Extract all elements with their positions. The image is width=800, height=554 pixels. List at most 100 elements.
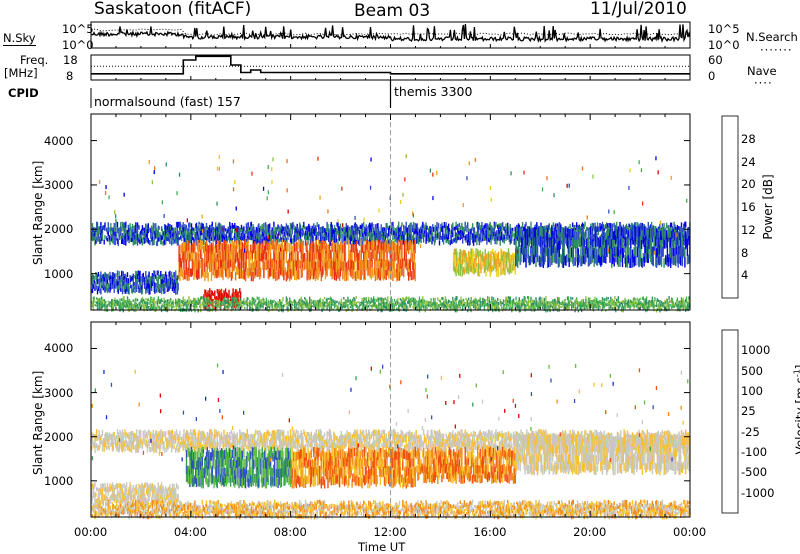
power-cell [569, 229, 571, 238]
power-cell [141, 301, 144, 305]
power-cell [204, 230, 206, 236]
power-cell [341, 243, 343, 253]
power-cell [550, 240, 552, 248]
power-cell [110, 231, 112, 236]
power-cell [541, 246, 543, 257]
power-cell [98, 301, 100, 305]
power-cell [130, 275, 132, 279]
power-cell [591, 254, 593, 263]
power-cell [500, 255, 502, 262]
power-cell [560, 236, 562, 245]
power-cell [161, 303, 164, 306]
power-cell [627, 246, 629, 256]
velocity-colorbar-tick: -1000 [741, 485, 775, 500]
power-cell [393, 252, 396, 261]
power-cell [168, 281, 170, 286]
power-cell [620, 231, 622, 240]
power-cell [640, 240, 643, 249]
power-cell [298, 269, 300, 280]
power-cell [604, 224, 606, 230]
power-cell [397, 229, 399, 234]
power-cell [178, 301, 180, 305]
power-cell [501, 227, 503, 232]
power-cell [239, 295, 242, 300]
power-cell [640, 227, 642, 237]
power-cell [97, 286, 100, 291]
power-cell [114, 299, 116, 303]
power-cell [681, 237, 684, 247]
power-cell [261, 233, 263, 239]
power-cell [181, 251, 184, 261]
power-cell [291, 228, 293, 235]
power-cell [287, 236, 289, 240]
power-cell [466, 256, 468, 263]
power-cell [597, 237, 600, 246]
power-cell [391, 230, 393, 236]
power-cell [104, 300, 106, 304]
power-cell [571, 222, 574, 227]
power-cell [183, 301, 185, 305]
power-cell [103, 299, 105, 302]
power-cell [378, 231, 380, 237]
power-cell [248, 305, 250, 307]
power-cell [184, 242, 186, 252]
power-cell [195, 298, 197, 301]
power-cell [216, 229, 218, 234]
power-cell [215, 296, 217, 301]
power-cell [190, 239, 193, 246]
power-cell [462, 253, 464, 259]
power-cell [141, 278, 144, 284]
power-cell [192, 305, 194, 308]
power-cell [308, 259, 310, 269]
power-cell [249, 252, 252, 261]
power-cell [119, 305, 121, 309]
power-cell [109, 282, 111, 288]
power-cell [494, 250, 496, 257]
power-cell [190, 223, 193, 229]
power-cell [367, 240, 369, 245]
power-cell [528, 227, 530, 237]
power-cell [195, 252, 198, 262]
power-cell [247, 239, 249, 250]
power-cell [277, 261, 279, 270]
power-cell [398, 227, 400, 234]
power-cell [590, 226, 592, 236]
power-cell [185, 244, 187, 254]
power-cell [163, 239, 165, 244]
power-cell [322, 240, 324, 249]
power-cell [301, 227, 303, 231]
power-cell [328, 252, 330, 262]
power-cell [324, 254, 327, 263]
power-cell [497, 264, 500, 271]
power-cell [670, 247, 672, 258]
power-cell [381, 236, 383, 240]
power-cell [161, 228, 164, 233]
power-cell [657, 255, 659, 264]
power-cell [215, 296, 218, 300]
power-cell [330, 236, 332, 242]
power-cell [308, 250, 310, 260]
power-cell [228, 237, 230, 241]
power-cell [347, 229, 349, 234]
power-cell [146, 233, 149, 238]
power-cell [620, 239, 622, 247]
power-cell [101, 281, 103, 285]
power-cell [457, 233, 460, 237]
power-cell [585, 246, 587, 255]
power-cell [609, 229, 611, 238]
power-cell [265, 260, 268, 271]
power-cell [239, 288, 241, 294]
power-cell [270, 235, 273, 241]
power-cell [146, 224, 149, 229]
power-cell [237, 303, 239, 305]
power-cell [402, 231, 404, 236]
power-cell [531, 247, 533, 256]
power-cell [493, 226, 496, 232]
power-cell [549, 229, 551, 234]
power-cell [145, 288, 147, 294]
power-cell [447, 237, 449, 241]
power-cell [99, 305, 101, 309]
power-cell [208, 253, 210, 262]
power-cell [464, 235, 466, 241]
power-cell [111, 272, 114, 277]
